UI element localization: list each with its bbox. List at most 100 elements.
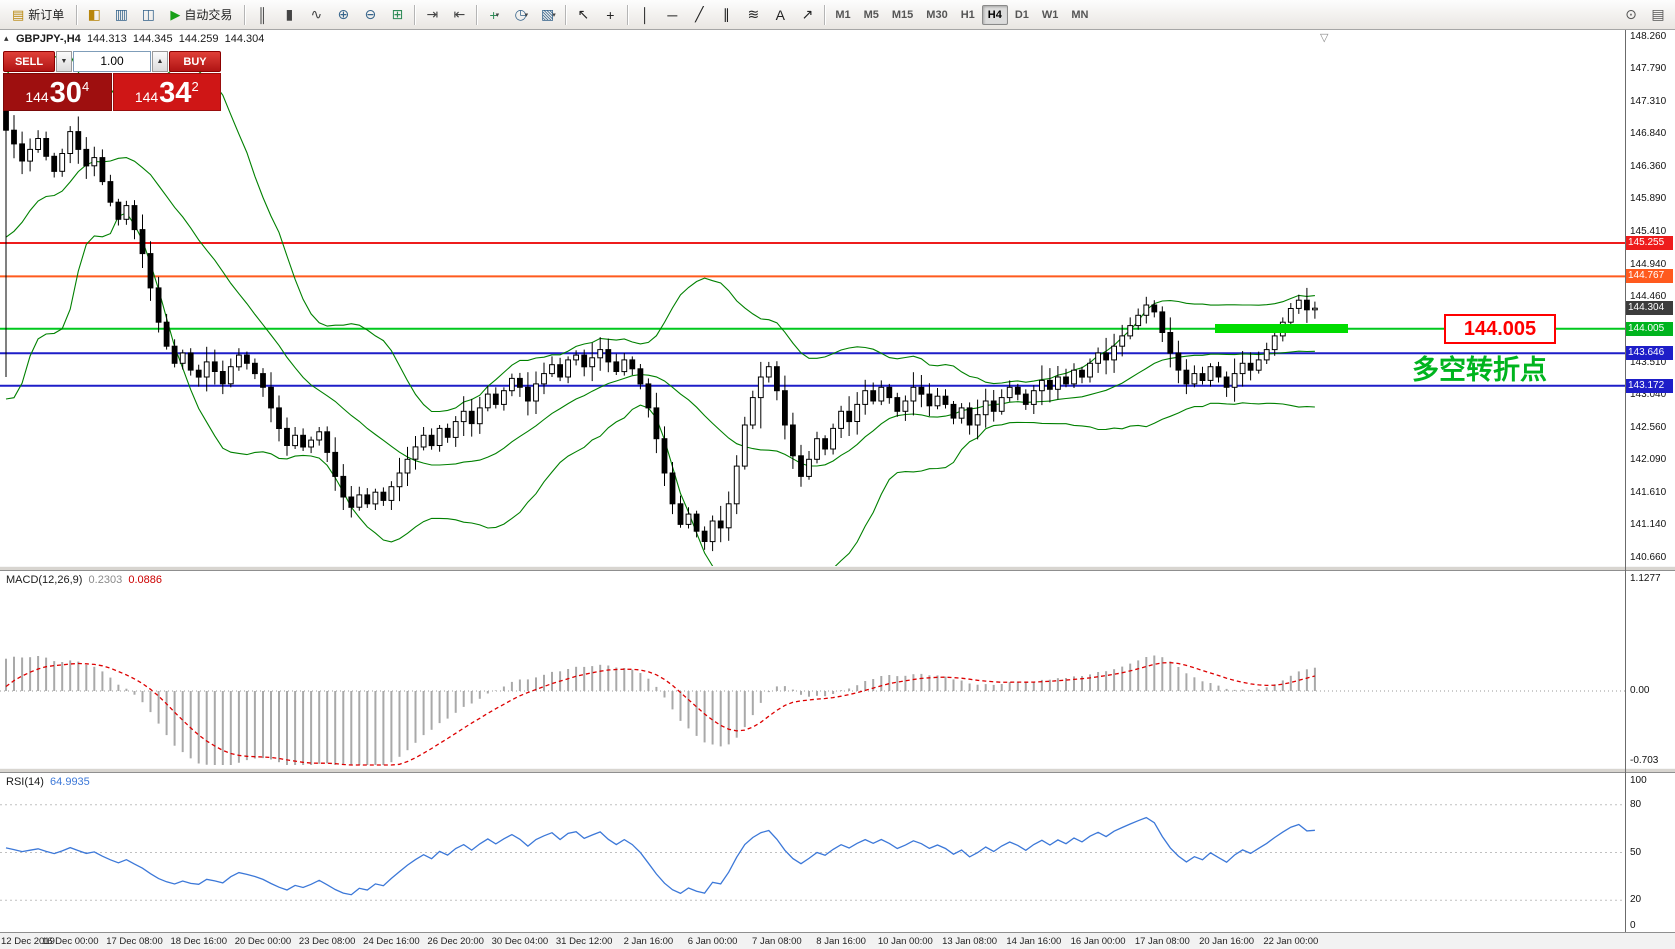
candle bbox=[91, 157, 98, 167]
ask-sup: 2 bbox=[191, 79, 199, 94]
volume-increase-button[interactable]: ▲ bbox=[152, 51, 168, 72]
candle bbox=[1271, 335, 1278, 351]
candle bbox=[878, 386, 885, 402]
timeframe-button-d1[interactable]: D1 bbox=[1014, 8, 1029, 21]
periods-icon[interactable]: ◷ ▾ bbox=[514, 6, 529, 22]
chart-shift-marker[interactable]: ▽ bbox=[1320, 32, 1329, 44]
candle bbox=[292, 434, 299, 447]
timeframe-button-m1[interactable]: M1 bbox=[835, 8, 851, 21]
open-value: 144.313 bbox=[86, 33, 127, 45]
timeframe-button-m30[interactable]: M30 bbox=[926, 8, 948, 21]
candle bbox=[597, 349, 604, 359]
candle bbox=[621, 359, 628, 373]
candle bbox=[1167, 332, 1174, 354]
candle bbox=[332, 451, 339, 477]
line-chart-icon[interactable]: ∿ bbox=[310, 6, 323, 22]
templates-icon[interactable]: ▧ ▾ bbox=[540, 6, 556, 22]
bid-price-button[interactable]: 144 30 4 bbox=[3, 73, 112, 111]
chart-shift-icon[interactable]: ⇤ bbox=[453, 6, 466, 22]
time-axis[interactable]: 12 Dec 2019 16 Dec 00:00 17 Dec 08:00 18 De… bbox=[0, 932, 1675, 949]
trendline-icon[interactable]: ╱ bbox=[695, 6, 704, 22]
panel-divider[interactable] bbox=[0, 768, 1675, 773]
candle bbox=[974, 414, 981, 426]
candle bbox=[35, 138, 42, 150]
candle bbox=[1247, 362, 1254, 371]
autotrade-button[interactable]: ▶ 自动交易 bbox=[170, 6, 233, 23]
candle bbox=[484, 393, 491, 409]
price-level-annotation-box[interactable]: 144.005 bbox=[1444, 314, 1556, 344]
market-watch-icon[interactable]: ▥ bbox=[114, 6, 128, 22]
timeframe-button-h1[interactable]: H1 bbox=[960, 8, 975, 21]
candle bbox=[460, 410, 467, 423]
candle bbox=[436, 427, 443, 446]
timeframe-button-mn[interactable]: MN bbox=[1071, 8, 1089, 21]
candle bbox=[1312, 307, 1318, 311]
rsi-value: 64.9935 bbox=[50, 776, 90, 788]
candle bbox=[59, 153, 66, 172]
price-scale-label: 146.360 bbox=[1630, 161, 1667, 173]
zoom-in-icon[interactable]: ⊕ bbox=[337, 6, 350, 22]
zoom-out-icon[interactable]: ⊖ bbox=[364, 6, 377, 22]
ask-price-button[interactable]: 144 34 2 bbox=[112, 73, 221, 111]
candle bbox=[227, 366, 234, 385]
tile-windows-icon[interactable]: ⊞ bbox=[391, 6, 404, 22]
macd-label: MACD(12,26,9) bbox=[6, 574, 83, 586]
crosshair-icon[interactable]: + bbox=[606, 6, 615, 23]
rsi-panel-canvas[interactable] bbox=[0, 773, 1675, 932]
price-tag: 144.304 bbox=[1626, 301, 1673, 316]
timeframe-button-h4[interactable]: H4 bbox=[981, 4, 1008, 25]
candle bbox=[1231, 373, 1238, 388]
data-window-icon[interactable]: ◫ bbox=[141, 6, 155, 22]
print-icon[interactable]: ▤ bbox=[1651, 6, 1665, 22]
main-chart-canvas[interactable] bbox=[0, 30, 1675, 571]
arrows-icon[interactable]: ↗ bbox=[801, 6, 814, 22]
profiles-icon[interactable]: ◧ bbox=[87, 6, 101, 22]
timeframe-button-w1[interactable]: W1 bbox=[1041, 8, 1059, 21]
candle bbox=[581, 354, 588, 368]
cursor-icon[interactable]: ↖ bbox=[577, 6, 590, 22]
candle bbox=[51, 155, 58, 172]
rsi-line bbox=[5, 816, 1315, 896]
macd-panel-canvas[interactable] bbox=[0, 571, 1675, 768]
fibonacci-icon[interactable]: ≋ bbox=[747, 6, 760, 22]
time-axis-label: 7 Jan 08:00 bbox=[752, 936, 802, 947]
price-scale-label: 147.790 bbox=[1630, 63, 1667, 75]
candle bbox=[195, 369, 202, 378]
candle bbox=[709, 520, 716, 543]
auto-scroll-icon[interactable]: ⇥ bbox=[426, 6, 439, 22]
price-scale-label: 142.560 bbox=[1630, 421, 1667, 433]
volume-decrease-button[interactable]: ▼ bbox=[56, 51, 72, 72]
candle bbox=[533, 383, 539, 402]
vertical-line-icon[interactable]: │ bbox=[640, 6, 650, 23]
candle bbox=[1263, 349, 1270, 361]
candle bbox=[870, 390, 877, 402]
volume-input[interactable]: 1.00 bbox=[73, 51, 151, 72]
candle bbox=[492, 393, 499, 405]
candlestick-icon[interactable]: ▮ bbox=[285, 6, 294, 22]
rsi-scale-label: 50 bbox=[1630, 846, 1642, 858]
candle bbox=[155, 287, 162, 323]
time-axis-label: 12 Dec 2019 bbox=[1, 936, 55, 947]
candle bbox=[629, 359, 636, 370]
text-icon[interactable]: A bbox=[775, 6, 785, 23]
new-order-button[interactable]: ▤ 新订单 bbox=[12, 6, 65, 23]
panel-divider[interactable] bbox=[0, 566, 1675, 571]
buy-button[interactable]: BUY bbox=[169, 51, 221, 72]
bar-chart-icon[interactable]: ║ bbox=[257, 6, 268, 23]
horizontal-line-icon[interactable]: ─ bbox=[667, 6, 678, 23]
timeframe-button-m5[interactable]: M5 bbox=[863, 8, 879, 21]
timeframe-button-m15[interactable]: M15 bbox=[891, 8, 914, 21]
indicators-icon[interactable]: + ▾ bbox=[489, 6, 500, 23]
candle bbox=[308, 439, 315, 448]
one-click-toggle[interactable]: ▴ bbox=[4, 33, 9, 43]
sell-button[interactable]: SELL bbox=[3, 51, 55, 72]
candle bbox=[131, 205, 138, 231]
candle bbox=[862, 390, 869, 405]
turning-point-annotation[interactable]: 多空转折点 bbox=[1412, 355, 1547, 385]
rsi-scale-label: 100 bbox=[1630, 775, 1647, 786]
price-scale-label: 147.310 bbox=[1630, 96, 1667, 108]
channel-icon[interactable]: ∥ bbox=[722, 6, 730, 22]
search-icon[interactable]: ⊙ bbox=[1625, 6, 1637, 22]
highlight-level-segment[interactable] bbox=[1215, 324, 1348, 333]
candle bbox=[525, 386, 531, 402]
